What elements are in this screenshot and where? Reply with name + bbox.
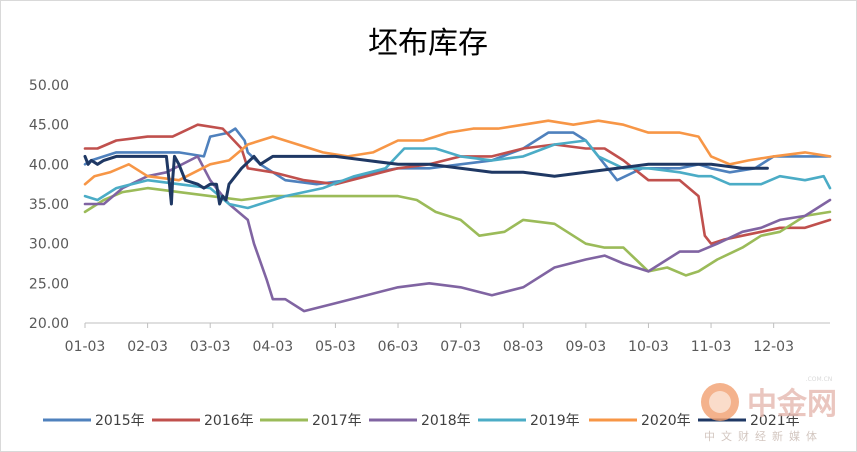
- y-tick-label: 20.00: [29, 316, 69, 332]
- series-line-2020年: [83, 119, 832, 186]
- y-tick-label: 45.00: [29, 118, 69, 134]
- watermark-domain: .COM.CN: [806, 376, 833, 383]
- x-tick-label: 06-03: [378, 339, 419, 355]
- x-tick-label: 02-03: [127, 339, 168, 355]
- watermark-logo-icon: [701, 383, 739, 421]
- x-tick-label: 04-03: [252, 339, 293, 355]
- x-tick-label: 05-03: [315, 339, 356, 355]
- series-line-2017年: [83, 186, 832, 277]
- y-tick-label: 40.00: [29, 157, 69, 173]
- x-tick-label: 09-03: [565, 339, 606, 355]
- series-line-2021年: [83, 154, 769, 206]
- x-tick-label: 01-03: [65, 339, 106, 355]
- x-tick-label: 10-03: [628, 339, 669, 355]
- series-line-2016年: [83, 123, 832, 245]
- x-tick-label: 03-03: [190, 339, 231, 355]
- watermark-brand: 中金网: [747, 387, 837, 422]
- x-tick-label: 11-03: [691, 339, 732, 355]
- legend-label: 2016年: [204, 413, 254, 429]
- legend-label: 2021年: [750, 413, 800, 429]
- y-tick-label: 35.00: [29, 197, 69, 213]
- watermark: 中金网 中文财经新媒体 .COM.CN: [701, 376, 837, 443]
- watermark-subtitle: 中文财经新媒体: [704, 429, 823, 443]
- x-tick-label: 08-03: [503, 339, 544, 355]
- series-lines: [83, 119, 832, 313]
- legend-label: 2019年: [530, 413, 580, 429]
- legend-label: 2020年: [641, 413, 691, 429]
- x-axis-ticks: 01-03 02-03 03-03 04-03 05-03 06-03 07-03 08-03…: [65, 323, 794, 355]
- y-tick-label: 25.00: [29, 276, 69, 292]
- legend: 2015年 2016年 2017年 2018年 2019年 2020年 2021年: [43, 413, 800, 429]
- legend-label: 2018年: [421, 413, 471, 429]
- y-tick-label: 30.00: [29, 237, 69, 253]
- chart-title: 坯布库存: [368, 26, 488, 61]
- x-tick-label: 12-03: [753, 339, 794, 355]
- x-tick-label: 07-03: [440, 339, 481, 355]
- y-axis-ticks: 20.00 25.00 30.00 35.00 40.00 45.00 50.00: [29, 78, 69, 332]
- series-line-2019年: [83, 139, 832, 210]
- legend-label: 2017年: [312, 413, 362, 429]
- legend-label: 2015年: [95, 413, 145, 429]
- y-tick-label: 50.00: [29, 78, 69, 94]
